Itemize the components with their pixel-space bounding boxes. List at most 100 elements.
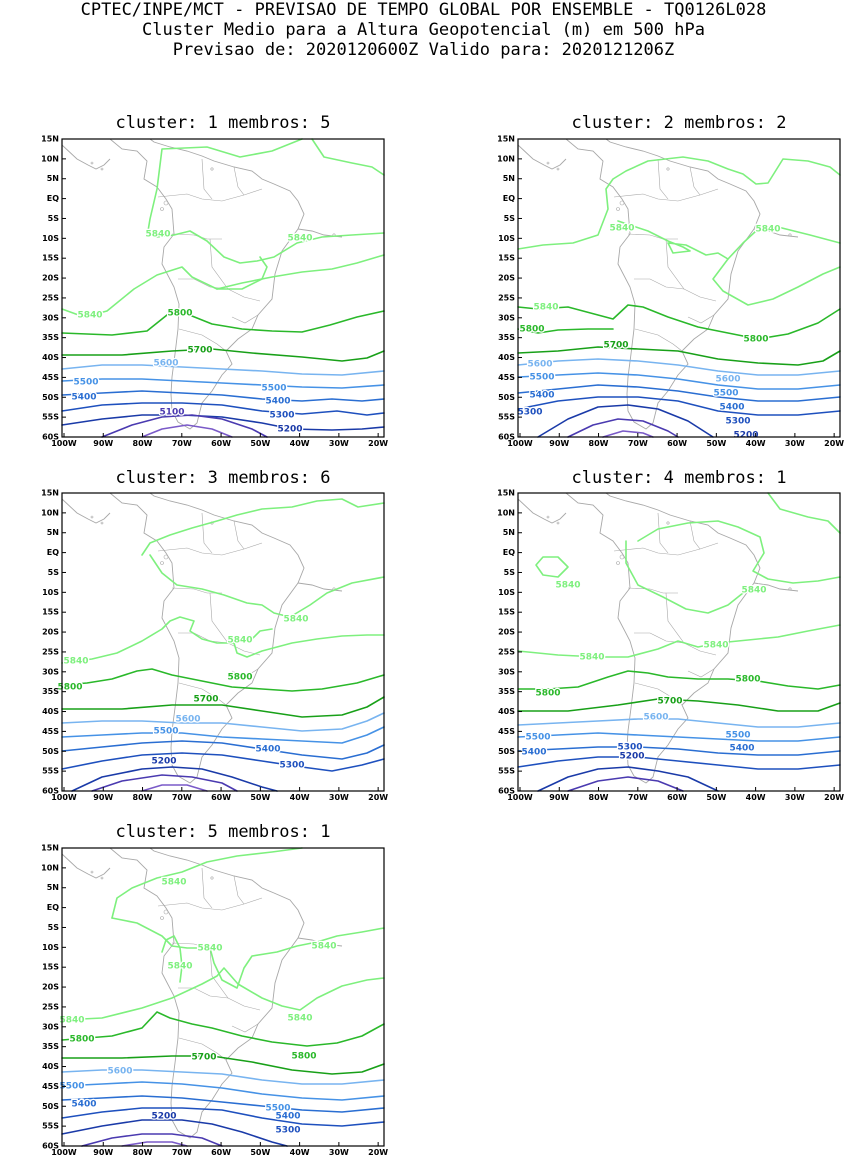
panel-1-contour-label-1: 5840 xyxy=(145,230,170,240)
panel-5-lat-tick-2: 10N xyxy=(41,863,59,872)
panel-2-lon-tick-3: 80W xyxy=(589,439,609,448)
panel-4-island-3 xyxy=(788,587,792,591)
panel-3-lon-tick-7: 40W xyxy=(290,793,310,802)
panel-1-axes: 15N 10N 5N EQ 5S 10S 15S 20S 25S 30S 35S 40S 45S 50S 5… xyxy=(41,135,388,449)
panel-1-contour-label-12: 5200 xyxy=(277,425,302,435)
panel-1-island-5 xyxy=(100,167,104,171)
panel-2-contour-label-6: 5700 xyxy=(603,341,628,351)
panel-2-country-border-2 xyxy=(627,233,678,240)
panel-5-contour-label-2: 5840 xyxy=(197,944,222,954)
panel-2-island-2 xyxy=(616,207,620,211)
panel-4-country-border-2 xyxy=(627,587,678,594)
panel-2-coast-central-america xyxy=(517,144,567,170)
panel-4-contour-label-3: 5840 xyxy=(579,653,604,663)
panel-2-frame xyxy=(517,138,841,438)
panel-5-lat-tick-7: 15S xyxy=(42,963,59,972)
panel-3-lon-tick-2: 90W xyxy=(93,793,113,802)
panel-4-lon-tick-7: 40W xyxy=(746,793,766,802)
panel-5-contour-5700-1 xyxy=(61,1055,385,1075)
panel-4-contour-label-1: 5840 xyxy=(741,586,766,596)
panel-3-axes: 15N 10N 5N EQ 5S 10S 15S 20S 25S 30S 35S 40S 45S 50S 5… xyxy=(41,489,388,803)
panel-2-lat-tick-4: EQ xyxy=(503,194,515,203)
panel-2-contour-label-3: 5840 xyxy=(533,303,558,313)
panel-2-contour-5600-1 xyxy=(517,358,841,376)
panel-4-contour-label-6: 5800 xyxy=(535,689,560,699)
panel-2-contour-5000-1 xyxy=(602,430,654,438)
panel-4-island-6 xyxy=(546,515,550,519)
panel-2-contour-5200-1 xyxy=(537,404,714,438)
panel-2-contour-5840-1 xyxy=(517,156,841,250)
panel-5-country-border-2 xyxy=(171,942,222,949)
panel-1-contour-5840-1 xyxy=(147,138,385,264)
panel-4-lat-tick-10: 30S xyxy=(498,667,515,676)
panel-2-lat-tick-11: 35S xyxy=(498,333,515,342)
panel-1-contour-label-2: 5840 xyxy=(287,234,312,244)
panel-3-island-6 xyxy=(90,515,94,519)
panel-5-contour-label-16: 5200 xyxy=(151,1112,176,1122)
panel-5-contour-labels: 5840 5840 5840 5840 5840 5840 5800 5800 5700 5600… xyxy=(58,876,338,1137)
panel-4-contour-label-11: 5400 xyxy=(521,748,546,758)
panel-5-contour-5200-1 xyxy=(61,1119,288,1147)
panel-5-contour-5600-1 xyxy=(61,1069,385,1085)
panel-3-contour-5400-1 xyxy=(61,740,385,760)
panel-4-island-1 xyxy=(619,554,625,560)
panel-3-island-2 xyxy=(160,561,164,565)
panel-5-contour-label-14: 5400 xyxy=(275,1112,300,1122)
panel-3-lat-tick-4: EQ xyxy=(47,548,59,557)
panel-5-country-border-5 xyxy=(231,1023,259,1033)
panel-3-lat-tick-6: 10S xyxy=(42,588,59,597)
panel-4-coast-central-america xyxy=(517,498,567,524)
panel-3-contour-label-8: 5500 xyxy=(153,727,178,737)
panel-5-contour-label-9: 5700 xyxy=(191,1053,216,1063)
panel-3-contour-label-5: 5800 xyxy=(57,683,82,693)
panel-4-lat-tick-5: 5S xyxy=(504,568,516,577)
panel-5-lat-tick-16: 60S xyxy=(42,1142,59,1151)
panel-4-country-border-5 xyxy=(687,668,715,678)
panel-4-lat-tick-15: 55S xyxy=(498,767,515,776)
panel-3-lat-tick-15: 55S xyxy=(42,767,59,776)
panel-3-lat-tick-11: 35S xyxy=(42,687,59,696)
panel-3-lat-tick-5: 5S xyxy=(48,568,60,577)
panel-5-lon-tick-8: 30W xyxy=(329,1148,349,1157)
panel-4-contour-5840-1 xyxy=(767,492,841,534)
panel-3-contour-5100-1 xyxy=(91,774,238,792)
panel-1-lon-tick-3: 80W xyxy=(133,439,153,448)
panel-4-lon-tick-2: 90W xyxy=(549,793,569,802)
panel-5-contours xyxy=(61,847,385,1147)
panel-5-country-border-3 xyxy=(178,987,261,1011)
panel-5-contour-5100-1 xyxy=(81,1133,223,1147)
panel-2-island-5 xyxy=(556,167,560,171)
panel-5-island-5 xyxy=(100,876,104,880)
panel-4-lat-tick-2: 10N xyxy=(497,508,515,517)
panel-4-title: cluster: 4 membros: 1 xyxy=(571,468,787,488)
panel-5-contour-label-3: 5840 xyxy=(167,962,192,972)
panel-4-map: 5840 5840 5840 5840 5800 5800 5700 5600 5500 5500… xyxy=(497,489,844,803)
panel-4-frame xyxy=(517,492,841,792)
panel-2-island-3 xyxy=(788,233,792,237)
panel-1-title: cluster: 1 membros: 5 xyxy=(115,113,331,133)
panel-4-lon-tick-1: 100W xyxy=(507,793,533,802)
panel-1-contour-label-11: 5300 xyxy=(269,411,294,421)
panel-4-contour-5200-1 xyxy=(537,766,719,792)
panel-4-island-4 xyxy=(666,521,670,525)
panel-1-contour-label-5: 5700 xyxy=(187,346,212,356)
panel-4-lat-tick-7: 15S xyxy=(498,608,515,617)
panel-2-contour-label-11: 5400 xyxy=(529,391,554,401)
panel-1-lat-tick-5: 5S xyxy=(48,214,60,223)
panel-1-coast-central-america xyxy=(61,144,111,170)
panel-4-contour-label-14: 5200 xyxy=(619,752,644,762)
panel-3-lat-tick-8: 20S xyxy=(42,628,59,637)
panel-4-lon-tick-4: 70W xyxy=(628,793,648,802)
panel-2-title: cluster: 2 membros: 2 xyxy=(571,113,787,133)
panel-3-island-1 xyxy=(163,554,169,560)
panel-1-island-2 xyxy=(160,207,164,211)
panel-1-contour-label-10: 5400 xyxy=(265,397,290,407)
panel-5-lat-tick-11: 35S xyxy=(42,1042,59,1051)
panel-4-contour-label-8: 5600 xyxy=(643,713,668,723)
panel-3-title: cluster: 3 membros: 6 xyxy=(115,468,331,488)
panel-1-lat-tick-13: 45S xyxy=(42,373,59,382)
panel-2-lon-tick-2: 90W xyxy=(549,439,569,448)
panel-4-contour-5400-1 xyxy=(517,746,841,756)
panel-2-contour-label-4: 5800 xyxy=(519,325,544,335)
panel-2-country-border-8 xyxy=(689,166,701,196)
